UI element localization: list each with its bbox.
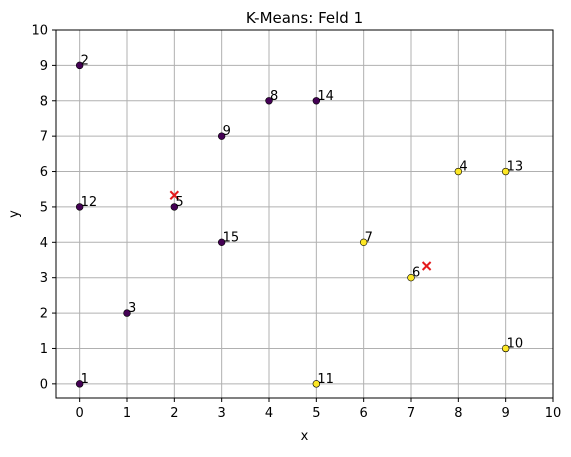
x-axis-label: x bbox=[301, 429, 309, 444]
point-label: 2 bbox=[81, 53, 89, 68]
point-label: 7 bbox=[365, 230, 373, 245]
y-tick-label: 8 bbox=[40, 94, 48, 109]
x-tick-label: 8 bbox=[454, 406, 462, 421]
axes-frame bbox=[55, 29, 554, 399]
data-point bbox=[312, 380, 321, 388]
centroid-marker bbox=[169, 190, 180, 200]
y-tick-label: 10 bbox=[31, 24, 48, 39]
y-tick-label: 2 bbox=[40, 307, 48, 322]
y-axis-label: y bbox=[7, 210, 22, 218]
x-tick-label: 10 bbox=[545, 406, 562, 421]
point-label: 6 bbox=[412, 266, 420, 281]
data-point bbox=[501, 167, 510, 176]
x-tick-label: 1 bbox=[123, 406, 131, 421]
centroid-marker bbox=[421, 261, 432, 271]
y-tick-label: 9 bbox=[40, 59, 48, 74]
data-point bbox=[501, 344, 510, 353]
data-point bbox=[123, 309, 131, 317]
point-label: 8 bbox=[270, 89, 278, 104]
points-layer bbox=[75, 61, 510, 388]
centroid-stroke bbox=[169, 190, 180, 200]
x-tick-label: 9 bbox=[502, 406, 510, 421]
centroids-layer bbox=[169, 190, 432, 271]
data-point bbox=[312, 97, 321, 105]
point-label: 9 bbox=[223, 124, 231, 139]
y-tick-label: 5 bbox=[40, 200, 48, 215]
y-tick-label: 6 bbox=[40, 165, 48, 180]
data-point bbox=[217, 238, 226, 247]
data-point bbox=[217, 132, 226, 140]
point-label: 1 bbox=[81, 372, 89, 387]
y-tick-label: 0 bbox=[40, 377, 48, 392]
point-label: 11 bbox=[317, 372, 334, 387]
chart-title: K-Means: Feld 1 bbox=[246, 9, 363, 27]
data-point bbox=[359, 238, 368, 247]
point-label: 3 bbox=[128, 301, 136, 316]
data-point bbox=[265, 97, 273, 105]
data-point bbox=[170, 203, 179, 211]
x-tick-label: 2 bbox=[170, 406, 178, 421]
data-point bbox=[75, 203, 84, 211]
y-tick-label: 3 bbox=[40, 271, 48, 286]
x-tick-label: 0 bbox=[76, 406, 84, 421]
data-point bbox=[454, 167, 463, 176]
x-tick-label: 7 bbox=[407, 406, 415, 421]
data-point bbox=[75, 61, 84, 70]
point-label: 4 bbox=[459, 160, 467, 175]
centroid-stroke bbox=[421, 261, 432, 271]
y-tick-label: 1 bbox=[40, 342, 48, 357]
point-label: 12 bbox=[81, 195, 98, 210]
data-point bbox=[407, 273, 415, 282]
y-tick-label: 4 bbox=[40, 236, 48, 251]
point-label: 5 bbox=[175, 195, 183, 210]
point-label: 15 bbox=[223, 230, 240, 245]
x-tick-label: 4 bbox=[265, 406, 273, 421]
x-tick-label: 3 bbox=[218, 406, 226, 421]
point-label: 10 bbox=[507, 336, 524, 351]
x-tick-label: 6 bbox=[360, 406, 368, 421]
grid-layer bbox=[56, 29, 554, 398]
point-label: 14 bbox=[317, 89, 334, 104]
point-label: 13 bbox=[507, 160, 524, 175]
y-tick-label: 7 bbox=[40, 130, 48, 145]
x-tick-label: 5 bbox=[312, 406, 320, 421]
data-point bbox=[75, 380, 84, 388]
